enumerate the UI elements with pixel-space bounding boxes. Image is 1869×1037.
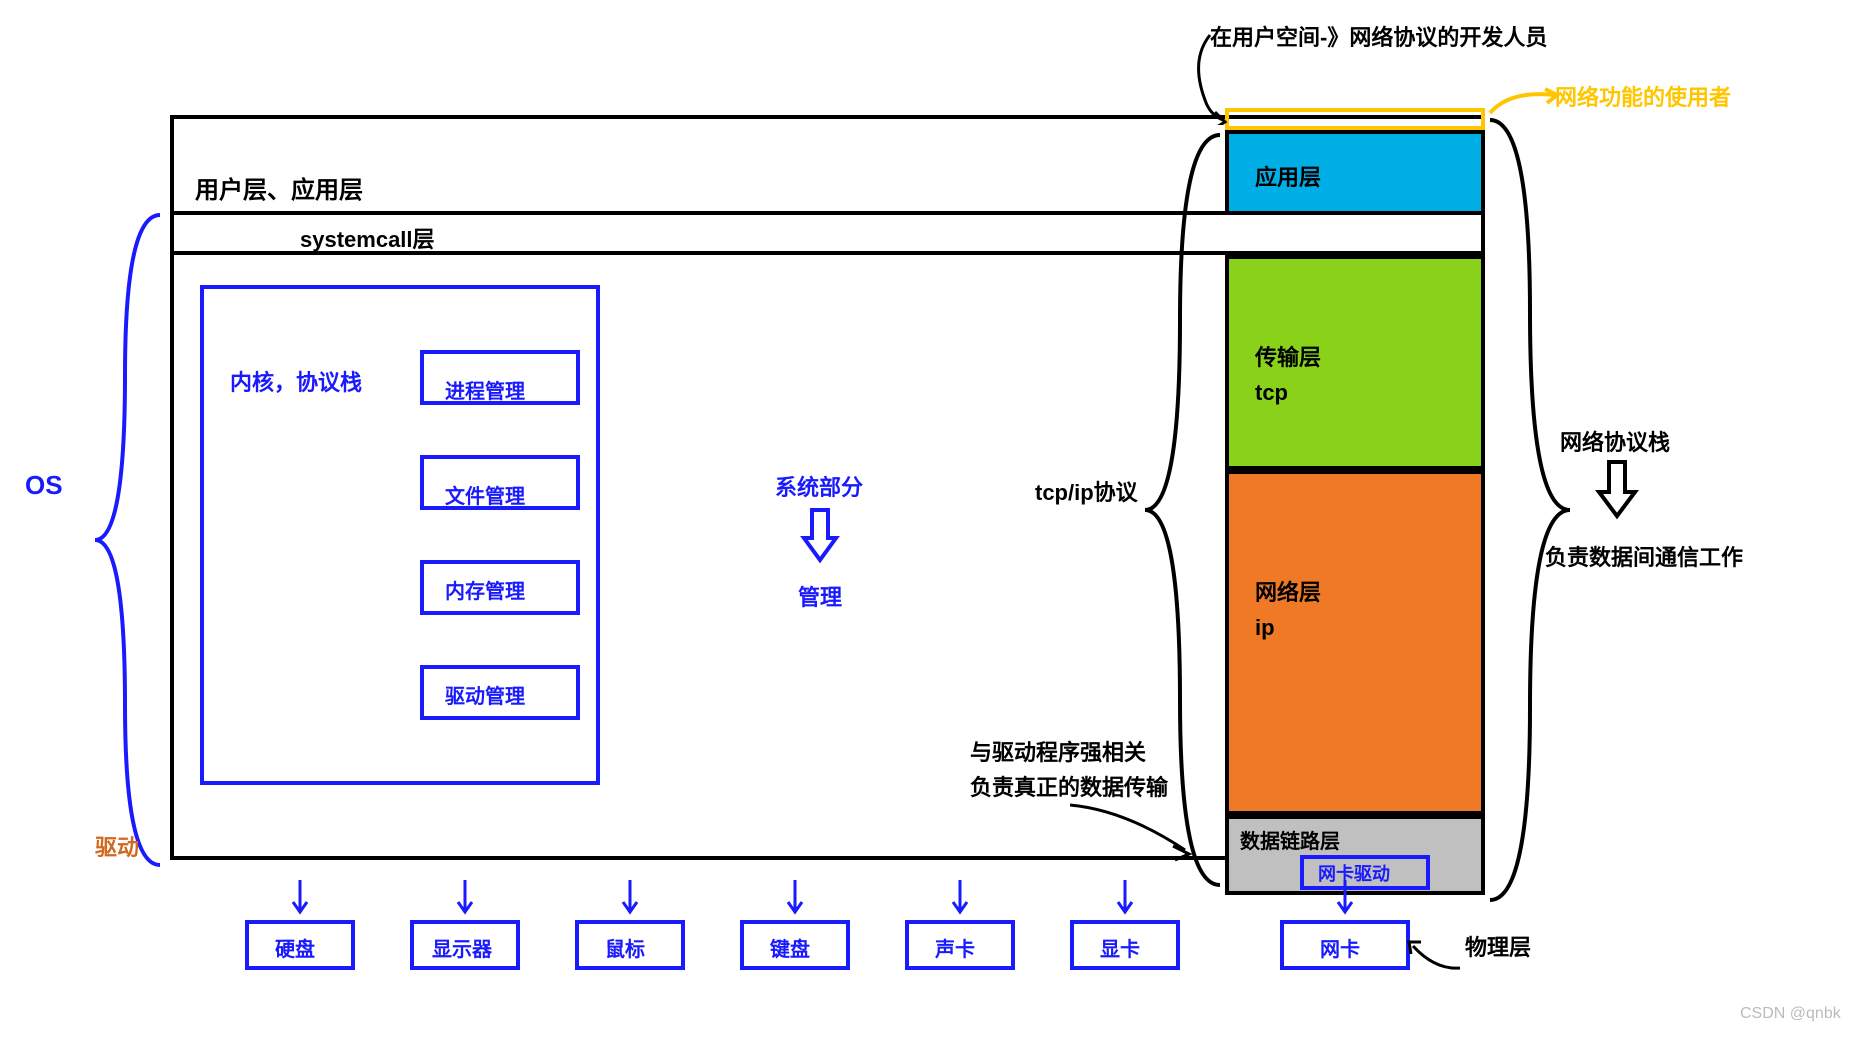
- net-network-title: 网络层: [1255, 575, 1321, 607]
- net-transport-sub: tcp: [1255, 380, 1288, 406]
- device-1-label: 显示器: [432, 933, 492, 962]
- user-layer-label: 用户层、应用层: [195, 170, 363, 205]
- kernel-mod-0-label: 进程管理: [445, 375, 525, 404]
- net-user-box: [1225, 108, 1485, 130]
- device-3-label: 键盘: [770, 933, 810, 962]
- sys-mgmt-label: 管理: [798, 580, 842, 612]
- os-brace-icon: [90, 210, 170, 870]
- syscall-layer-label: systemcall层: [300, 222, 435, 254]
- net-app-label: 应用层: [1255, 160, 1321, 192]
- netstack-label: 网络协议栈: [1560, 425, 1670, 457]
- device-0-label: 硬盘: [275, 933, 315, 962]
- net-user-arrow-icon: [1485, 85, 1560, 120]
- os-label: OS: [25, 470, 63, 501]
- sys-part-label: 系统部分: [775, 470, 863, 502]
- driver-label: 驱动: [95, 830, 139, 862]
- tcpip-label: tcp/ip协议: [1035, 475, 1138, 507]
- net-transport-title: 传输层: [1255, 340, 1321, 372]
- driver-note2: 负责真正的数据传输: [970, 770, 1168, 802]
- device-4-label: 声卡: [935, 933, 975, 962]
- physical-label: 物理层: [1465, 930, 1531, 962]
- net-datalink-label: 数据链路层: [1240, 825, 1340, 854]
- watermark: CSDN @qnbk: [1740, 1005, 1841, 1023]
- net-user-label: 网络功能的使用者: [1555, 80, 1731, 112]
- kernel-title: 内核，协议栈: [230, 365, 362, 397]
- top-dev-arrow-icon: [1175, 30, 1235, 125]
- kernel-mod-1-label: 文件管理: [445, 480, 525, 509]
- net-network-layer: [1225, 470, 1485, 815]
- top-dev-label: 在用户空间-》网络协议的开发人员: [1210, 20, 1547, 52]
- device-5-label: 显卡: [1100, 933, 1140, 962]
- driver-note1: 与驱动程序强相关: [970, 735, 1146, 767]
- device-2-label: 鼠标: [605, 933, 645, 962]
- netstack-desc: 负责数据间通信工作: [1545, 540, 1743, 572]
- device-arrows-icon: [150, 875, 1450, 920]
- driver-note-arrow-icon: [1065, 800, 1225, 870]
- net-network-sub: ip: [1255, 615, 1275, 641]
- physical-arrow-icon: [1405, 938, 1465, 978]
- kernel-mod-2-label: 内存管理: [445, 575, 525, 604]
- sys-arrow-icon: [800, 508, 840, 563]
- device-6-label: 网卡: [1320, 933, 1360, 962]
- netstack-arrow-icon: [1595, 460, 1640, 520]
- kernel-mod-3-label: 驱动管理: [445, 680, 525, 709]
- netstack-brace-icon: [1485, 115, 1575, 905]
